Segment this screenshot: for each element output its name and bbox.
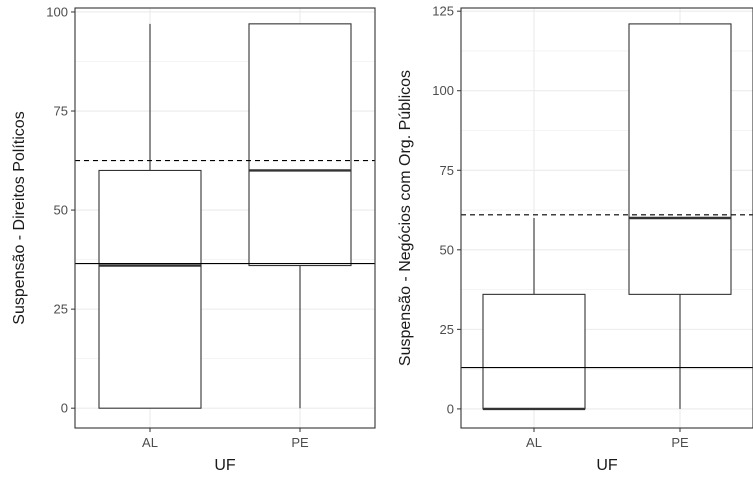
y-axis-title: Suspensão - Negócios com Org. Públicos (397, 70, 414, 366)
y-tick-label: 25 (440, 322, 454, 337)
x-tick-label: PE (671, 435, 689, 450)
y-tick-label: 100 (46, 4, 68, 19)
y-tick-label: 50 (440, 242, 454, 257)
chart-panel-direitos-politicos: 0 25 50 75 100 AL PE UF Suspensão - Direitos Pol… (11, 4, 376, 474)
y-tick-label: 125 (432, 4, 454, 19)
box-al (482, 218, 586, 411)
chart-panel-negocios-org-publicos: 0 25 50 75 100 125 AL PE UF Suspensão - Negócios … (397, 4, 753, 474)
y-tick-label: 0 (447, 401, 454, 416)
box-al (98, 23, 202, 409)
y-axis-title: Suspensão - Direitos Políticos (11, 111, 28, 324)
panel-border (460, 7, 753, 429)
box-body (248, 23, 352, 267)
x-tick-label: AL (142, 435, 158, 450)
y-tick-label: 0 (61, 401, 68, 416)
box-body (628, 23, 732, 295)
y-tick-label: 25 (54, 302, 68, 317)
box-body (98, 169, 202, 409)
box-pe (628, 23, 732, 409)
box-body (482, 293, 586, 410)
y-tick-label: 75 (440, 163, 454, 178)
y-tick-label: 50 (54, 203, 68, 218)
x-axis-title: UF (214, 457, 236, 474)
y-tick-label: 100 (432, 83, 454, 98)
box-pe (248, 23, 352, 409)
x-tick-label: PE (291, 435, 309, 450)
panel-border (74, 7, 376, 429)
y-tick-label: 75 (54, 104, 68, 119)
x-axis-title: UF (596, 457, 618, 474)
x-tick-label: AL (526, 435, 542, 450)
